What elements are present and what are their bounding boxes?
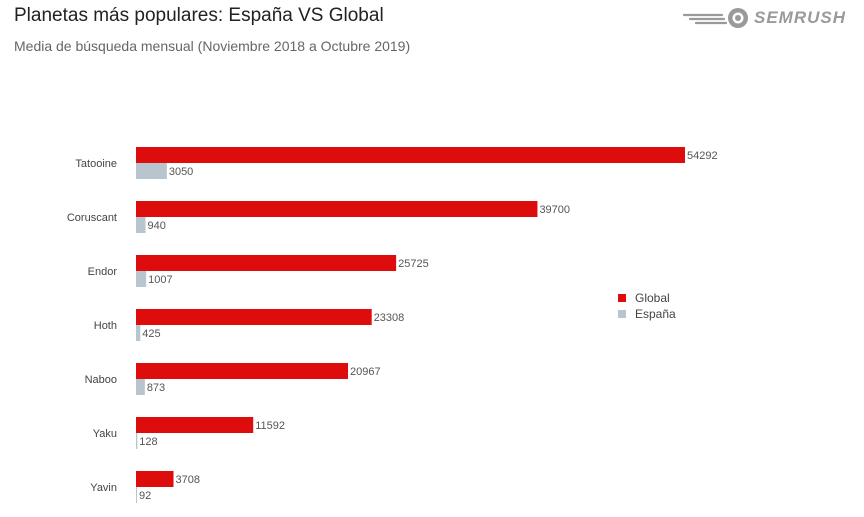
data-label-global-yaku: 11592 — [255, 420, 285, 432]
bar-espana-naboo — [136, 379, 145, 395]
category-label-endor: Endor — [88, 266, 118, 278]
bar-espana-yaku — [136, 433, 138, 449]
chart-title: Planetas más populares: España VS Global — [14, 5, 384, 26]
data-label-global-hoth: 23308 — [374, 312, 405, 324]
legend-label-global: Global — [635, 291, 670, 305]
semrush-logo-text: SEMRUSH — [754, 8, 847, 27]
chart-legend: Global España — [618, 290, 676, 322]
data-label-espana-yaku: 128 — [139, 436, 157, 448]
bar-espana-endor — [136, 271, 147, 287]
semrush-logo: SEMRUSH — [682, 6, 860, 30]
data-label-espana-coruscant: 940 — [148, 220, 166, 232]
bar-espana-tatooine — [136, 163, 167, 179]
data-label-espana-yavin: 92 — [139, 490, 151, 502]
data-label-global-endor: 25725 — [398, 258, 429, 270]
data-label-global-naboo: 20967 — [350, 366, 381, 378]
data-label-global-coruscant: 39700 — [539, 204, 570, 216]
legend-swatch-global — [618, 294, 626, 302]
bar-global-coruscant — [136, 201, 538, 217]
bar-global-tatooine — [136, 147, 685, 163]
data-label-espana-hoth: 425 — [142, 328, 160, 340]
bar-global-endor — [136, 255, 397, 271]
bar-global-yaku — [136, 417, 254, 433]
bar-global-yavin — [136, 471, 174, 487]
category-label-coruscant: Coruscant — [67, 212, 117, 224]
legend-swatch-espana — [618, 310, 626, 318]
data-label-global-tatooine: 54292 — [687, 150, 718, 162]
legend-item-espana: España — [618, 306, 676, 322]
bar-espana-coruscant — [136, 217, 146, 233]
bar-global-naboo — [136, 363, 349, 379]
bar-espana-hoth — [136, 325, 141, 341]
data-label-espana-naboo: 873 — [147, 382, 165, 394]
legend-item-global: Global — [618, 290, 676, 306]
data-label-espana-tatooine: 3050 — [169, 166, 193, 178]
category-label-naboo: Naboo — [85, 374, 117, 386]
semrush-fireball-icon — [682, 8, 748, 28]
category-label-yavin: Yavin — [90, 482, 117, 494]
bar-espana-yavin — [136, 487, 137, 503]
category-label-yaku: Yaku — [93, 428, 117, 440]
chart-subtitle: Media de búsqueda mensual (Noviembre 201… — [14, 38, 411, 54]
legend-label-espana: España — [635, 307, 676, 321]
data-label-global-yavin: 3708 — [175, 474, 199, 486]
category-label-tatooine: Tatooine — [75, 158, 117, 170]
category-label-hoth: Hoth — [94, 320, 117, 332]
data-label-espana-endor: 1007 — [148, 274, 172, 286]
bar-global-hoth — [136, 309, 372, 325]
